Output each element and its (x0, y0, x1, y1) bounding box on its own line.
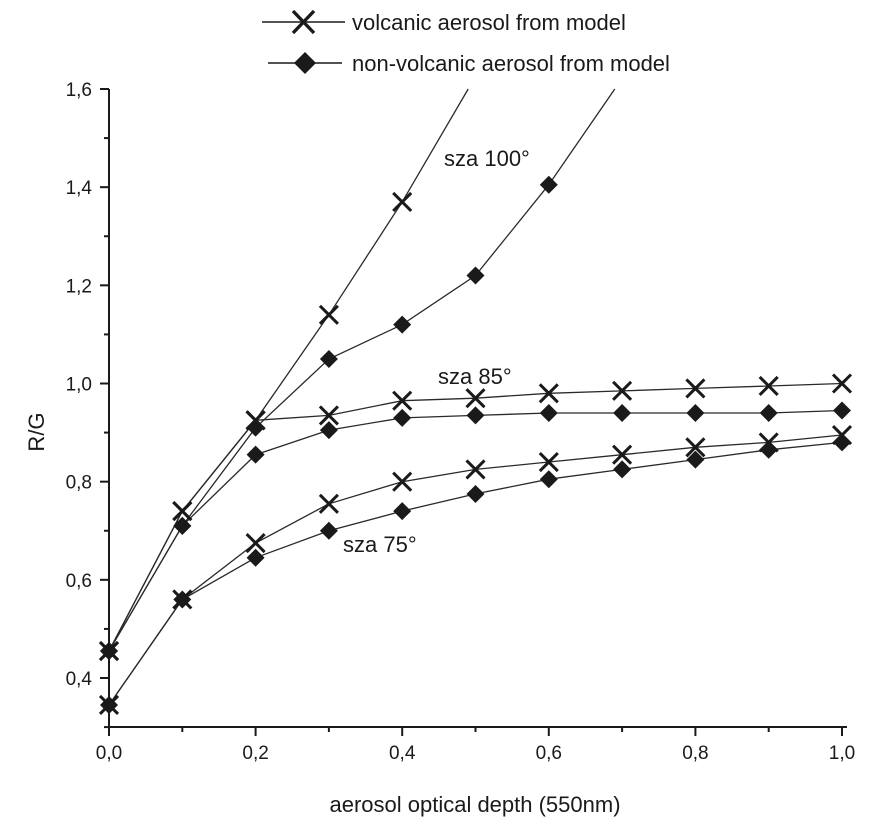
x-marker (831, 373, 853, 394)
diamond-marker (393, 315, 412, 334)
diamond-marker (246, 548, 265, 567)
y-tick-label: 0,8 (66, 473, 92, 494)
y-axis-title: R/G (24, 412, 49, 451)
legend-label-volcanic: volcanic aerosol from model (352, 10, 626, 35)
annotation-sza-85: sza 85° (438, 364, 512, 389)
y-tick-label: 1,2 (66, 276, 92, 297)
x-marker (392, 191, 413, 212)
x-marker (612, 380, 633, 401)
x-marker (245, 532, 266, 554)
series-line-non-volcanic (108, 88, 616, 652)
diamond-marker (173, 590, 192, 609)
x-tick-label: 0,4 (389, 743, 416, 764)
diamond-marker (319, 521, 338, 540)
x-marker (172, 501, 193, 522)
diamond-marker (613, 403, 632, 422)
plot-markers (98, 175, 853, 716)
x-tick-label: 0,0 (96, 743, 122, 764)
y-tick-label: 1,6 (66, 80, 92, 101)
x-marker (538, 383, 559, 404)
x-marker (758, 375, 779, 397)
y-tick-label: 0,4 (66, 669, 93, 690)
diamond-marker (759, 403, 778, 422)
diamond-marker (466, 406, 485, 425)
diamond-marker (759, 440, 778, 459)
legend-entry-non-volcanic: non-volcanic aerosol from model (268, 51, 670, 76)
x-tick-label: 1,0 (829, 743, 855, 764)
diamond-marker (319, 421, 338, 440)
x-marker (392, 471, 413, 492)
tick-labels: 0,0 0,2 0,4 0,6 0,8 1,0 0,4 0,6 0,8 1,0 1,2 1,4 1,6 (66, 80, 856, 764)
diamond-marker (319, 349, 338, 368)
x-marker (245, 410, 266, 431)
diamond-marker (393, 408, 412, 427)
legend-label-non-volcanic: non-volcanic aerosol from model (352, 51, 670, 76)
axes (108, 89, 847, 728)
x-tick-label: 0,8 (682, 743, 708, 764)
x-tick-label: 0,6 (536, 743, 562, 764)
x-marker (685, 378, 706, 399)
diamond-marker (466, 266, 485, 285)
diamond-marker (466, 484, 485, 503)
legend: volcanic aerosol from model non-volcanic… (262, 9, 670, 76)
diamond-marker (686, 403, 705, 422)
legend-diamond-marker (294, 52, 316, 74)
diamond-marker (686, 450, 705, 469)
x-marker (465, 459, 486, 480)
diamond-marker (173, 516, 192, 535)
x-marker (538, 451, 559, 473)
y-tick-label: 1,0 (66, 375, 92, 396)
diamond-marker (539, 175, 558, 194)
legend-x-marker (291, 9, 316, 35)
legend-entry-volcanic: volcanic aerosol from model (262, 9, 626, 35)
y-tick-label: 0,6 (66, 571, 92, 592)
x-marker (612, 444, 633, 465)
diamond-marker (246, 445, 265, 464)
tick-marks (100, 88, 843, 736)
diamond-marker (833, 401, 851, 420)
series-line-volcanic (108, 434, 843, 706)
x-marker (465, 388, 486, 409)
x-marker (318, 405, 339, 426)
diamond-marker (539, 403, 558, 422)
x-tick-label: 0,2 (242, 743, 268, 764)
diamond-marker (833, 433, 851, 452)
diamond-marker (393, 502, 412, 521)
diamond-marker (613, 460, 632, 479)
annotation-sza-100: sza 100° (444, 146, 530, 171)
series-line-non-volcanic (108, 409, 843, 652)
x-marker (318, 304, 339, 325)
series-line-non-volcanic (108, 441, 843, 706)
x-axis-title: aerosol optical depth (550nm) (329, 792, 620, 817)
x-marker (392, 390, 413, 411)
y-tick-label: 1,4 (66, 178, 93, 199)
diamond-marker (539, 470, 558, 489)
series-line-volcanic (108, 88, 469, 652)
x-marker (685, 437, 706, 458)
x-marker (318, 493, 339, 514)
annotation-sza-75: sza 75° (343, 532, 417, 557)
